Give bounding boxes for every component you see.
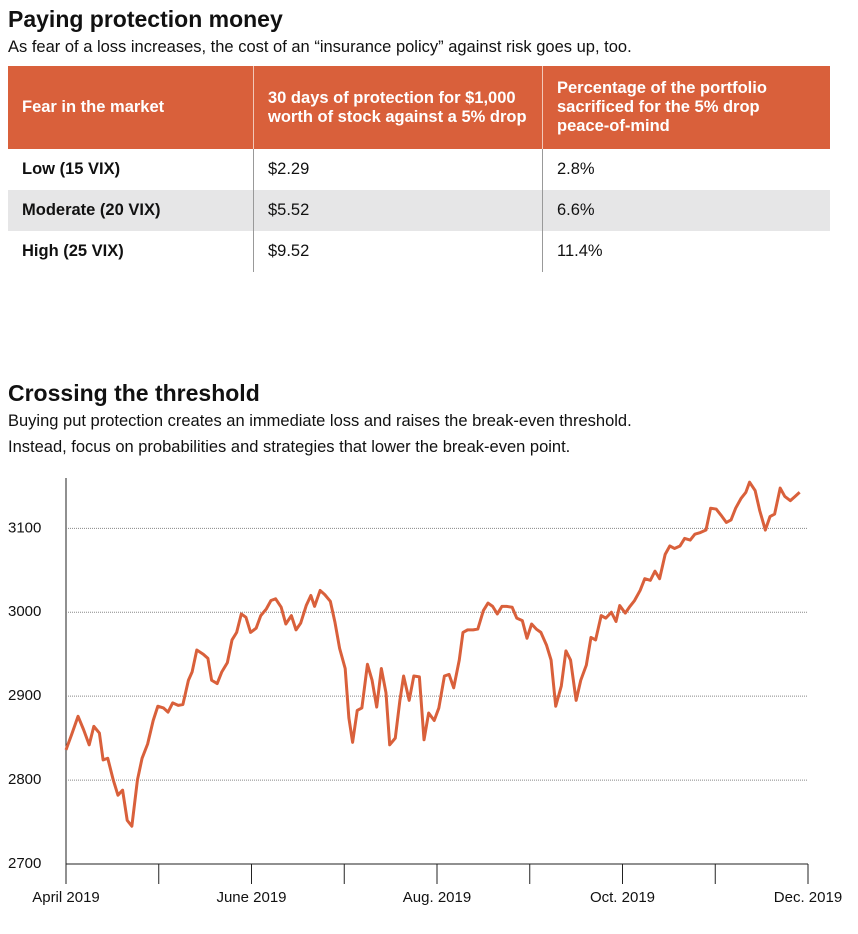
x-tick-label: April 2019: [32, 889, 100, 906]
cell: $2.29: [253, 149, 543, 190]
header-cell: 30 days of protection for $1,000 worth o…: [253, 66, 543, 149]
x-tick-label: Dec. 2019: [774, 889, 842, 906]
header-row: Fear in the market 30 days of protection…: [8, 66, 830, 149]
y-tick-label: 3100: [8, 519, 41, 536]
row: Moderate (20 VIX) $5.52 6.6%: [8, 190, 830, 231]
row: Low (15 VIX) $2.29 2.8%: [8, 149, 830, 190]
y-tick-label: 3000: [8, 603, 41, 620]
cell: 2.8%: [557, 160, 595, 178]
header-cell: Fear in the market: [8, 66, 254, 149]
x-tick-label: Aug. 2019: [403, 889, 471, 906]
cell: High (25 VIX): [8, 231, 254, 272]
chart-subtitle: Buying put protection creates an immedia…: [8, 412, 632, 430]
cell: $9.52: [253, 231, 543, 272]
x-tick-label: June 2019: [216, 889, 286, 906]
y-tick-label: 2700: [8, 855, 41, 872]
chart-title: Crossing the threshold: [8, 380, 260, 406]
chart-subtitle: Instead, focus on probabilities and stra…: [8, 438, 571, 456]
y-tick-label: 2900: [8, 687, 41, 704]
row: High (25 VIX) $9.52 11.4%: [8, 231, 830, 272]
cell: 6.6%: [542, 190, 830, 231]
cell: Moderate (20 VIX): [8, 190, 254, 231]
subtitle: As fear of a loss increases, the cost of…: [8, 38, 632, 56]
cell: Low (15 VIX): [8, 149, 254, 190]
cell: $5.52: [253, 190, 543, 231]
table: Fear in the market 30 days of protection…: [8, 66, 830, 272]
x-tick-label: Oct. 2019: [590, 889, 655, 906]
chart: 2700 2800 2900 3000 3100 April 2019 June 2019 A…: [8, 478, 842, 906]
header-cell: Percentage of the portfolio sacrificed f…: [542, 66, 830, 149]
cell: 11.4%: [557, 242, 603, 260]
title: Paying protection money: [8, 6, 283, 32]
line: [64, 480, 801, 828]
y-tick-label: 2800: [8, 771, 41, 788]
